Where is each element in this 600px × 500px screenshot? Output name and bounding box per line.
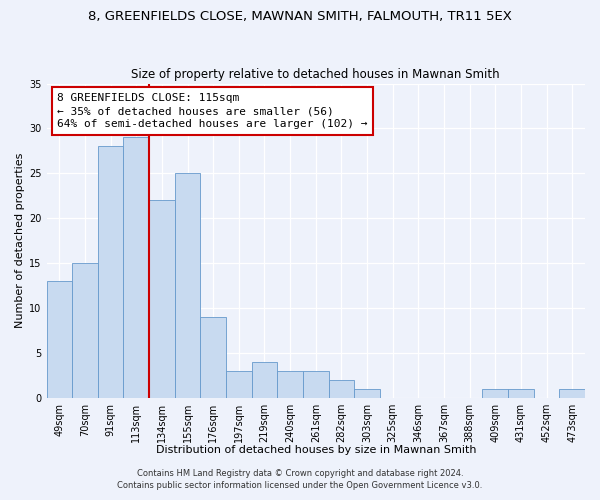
- Bar: [559, 389, 585, 398]
- Bar: [354, 389, 380, 398]
- Bar: [508, 389, 534, 398]
- Bar: [251, 362, 277, 398]
- Bar: [175, 174, 200, 398]
- Y-axis label: Number of detached properties: Number of detached properties: [15, 153, 25, 328]
- Bar: [226, 371, 251, 398]
- Text: 8 GREENFIELDS CLOSE: 115sqm
← 35% of detached houses are smaller (56)
64% of sem: 8 GREENFIELDS CLOSE: 115sqm ← 35% of det…: [57, 93, 368, 130]
- Bar: [277, 371, 303, 398]
- Bar: [149, 200, 175, 398]
- Bar: [200, 317, 226, 398]
- X-axis label: Distribution of detached houses by size in Mawnan Smith: Distribution of detached houses by size …: [155, 445, 476, 455]
- Text: Contains HM Land Registry data © Crown copyright and database right 2024.
Contai: Contains HM Land Registry data © Crown c…: [118, 468, 482, 490]
- Text: 8, GREENFIELDS CLOSE, MAWNAN SMITH, FALMOUTH, TR11 5EX: 8, GREENFIELDS CLOSE, MAWNAN SMITH, FALM…: [88, 10, 512, 23]
- Title: Size of property relative to detached houses in Mawnan Smith: Size of property relative to detached ho…: [131, 68, 500, 81]
- Bar: [482, 389, 508, 398]
- Bar: [98, 146, 124, 398]
- Bar: [72, 263, 98, 398]
- Bar: [329, 380, 354, 398]
- Bar: [124, 138, 149, 398]
- Bar: [47, 281, 72, 398]
- Bar: [303, 371, 329, 398]
